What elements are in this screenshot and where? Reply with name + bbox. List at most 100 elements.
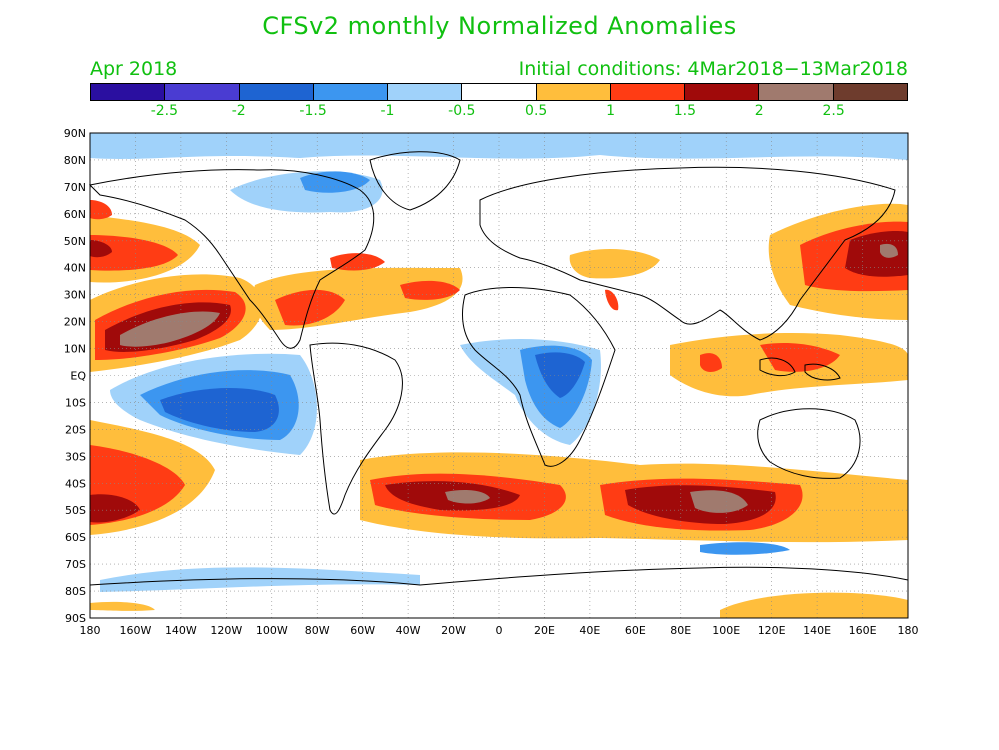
southern-ocean-warm-core-atlantic [445,490,490,504]
forecast-month-label: Apr 2018 [90,58,178,80]
colorbar-swatch [536,84,611,100]
longitude-label: 140E [803,624,831,637]
longitude-label: 140W [165,624,197,637]
latitude-labels: 90N 80N 70N 60N 50N 40N 30N 20N 10N EQ 10S 20S 30S 40… [64,127,87,625]
colorbar-swatch [833,84,907,100]
longitude-label: 80E [670,624,691,637]
longitude-label: 100E [712,624,740,637]
greenland-coast [369,151,461,211]
longitude-label: 60E [625,624,646,637]
latitude-label: 90N [64,127,86,140]
map-frame [89,132,909,619]
latitude-label: 90S [65,612,86,625]
latitude-label: 30N [64,289,86,302]
colorbar-swatch [91,84,166,100]
longitude-label: 160E [849,624,877,637]
colorbar-swatch [165,84,240,100]
antarctic-warm-band-west [90,601,155,611]
antarctica-coast [89,566,909,586]
lat-lon-grid [90,133,908,618]
arctic-cool-band [90,133,908,160]
longitude-label: 0 [496,624,503,637]
nw-pacific-warm-inner [845,230,908,277]
colorbar-label: -2.5 [150,103,179,119]
eurasia-coast [479,166,896,341]
colorbar-label: -1 [380,103,395,119]
latitude-label: 20S [65,423,86,436]
latitude-label: 70S [65,558,86,571]
colorbar-swatch [759,84,834,100]
anomaly-fields [90,133,908,618]
longitude-label: 120E [758,624,786,637]
colorbar-label: -2 [231,103,246,119]
longitude-label: 180 [80,624,101,637]
longitude-label: 20W [441,624,466,637]
colorbar-label: 1 [606,103,615,119]
longitude-label: 100W [256,624,288,637]
longitude-label: 40W [396,624,421,637]
maritime-islands-coast [759,357,841,381]
initial-conditions-label: Initial conditions: 4Mar2018−13Mar2018 [518,58,908,80]
map-title: CFSv2 monthly Normalized Anomalies [262,12,737,40]
colorbar-swatch [462,84,537,100]
antarctic-cool-band [100,567,420,592]
latitude-label: 40N [64,262,86,275]
arabian-sea-warm [700,353,722,372]
colorbar-label: 2 [754,103,764,119]
colorbar [90,83,908,101]
longitude-label: 60W [350,624,375,637]
colorbar-label: 1.5 [673,103,697,119]
baffin-cool-strong [300,171,370,193]
longitude-label: 20E [534,624,555,637]
colorbar-label: 2.5 [822,103,845,119]
gulf-stream-warm [330,253,385,271]
colorbar-label: 0.5 [525,103,548,119]
antarctic-warm-band [720,592,908,618]
europe-warm [569,248,660,279]
coastlines [88,151,909,586]
longitude-labels: 180 160W 140W 120W 100W 80W 60W 40W 20W 0 20E 40E 60… [80,624,919,637]
longitude-label: 40E [579,624,600,637]
colorbar-swatch [239,84,314,100]
latitude-label: 20N [64,316,86,329]
latitude-label: 50S [65,504,86,517]
tropical-pacific-cool-inner [160,388,279,432]
red-sea-warm [605,289,619,311]
latitude-label: 30S [65,450,86,463]
south-america-coast [309,342,403,515]
longitude-label: 180 [898,624,919,637]
north-pacific-warm-edge [90,200,112,220]
longitude-label: 80W [305,624,330,637]
latitude-label: 40S [65,477,86,490]
colorbar-swatch [313,84,389,100]
latitude-label: 70N [64,181,86,194]
colorbar-label: -1.5 [299,103,327,119]
north-pacific-warm-mid [90,235,178,271]
north-atlantic-warm-east [400,280,460,300]
colorbar-label: -0.5 [448,103,476,119]
latitude-label: EQ [70,370,86,383]
latitude-label: 60N [64,208,86,221]
ne-pacific-warm-core [120,311,220,347]
latitude-label: 10N [64,343,86,356]
north-america-coast [88,169,375,349]
east-africa-cool-inner [535,352,585,398]
latitude-label: 50N [64,235,86,248]
colorbar-swatch [388,84,463,100]
colorbar-swatch [610,84,686,100]
antarctic-cool-patch [700,542,790,555]
latitude-label: 80S [65,585,86,598]
latitude-label: 10S [65,396,86,409]
latitude-label: 80N [64,154,86,167]
australia-coast [757,408,861,479]
africa-coast [462,287,616,467]
north-pacific-warm-inner [90,240,112,258]
longitude-label: 120W [210,624,242,637]
longitude-label: 160W [120,624,152,637]
north-atlantic-warm-mid [275,289,345,326]
southern-ocean-warm-core-indian [690,490,748,513]
se-pacific-warm-inner [90,494,140,523]
colorbar-swatch [685,84,760,100]
latitude-label: 60S [65,531,86,544]
